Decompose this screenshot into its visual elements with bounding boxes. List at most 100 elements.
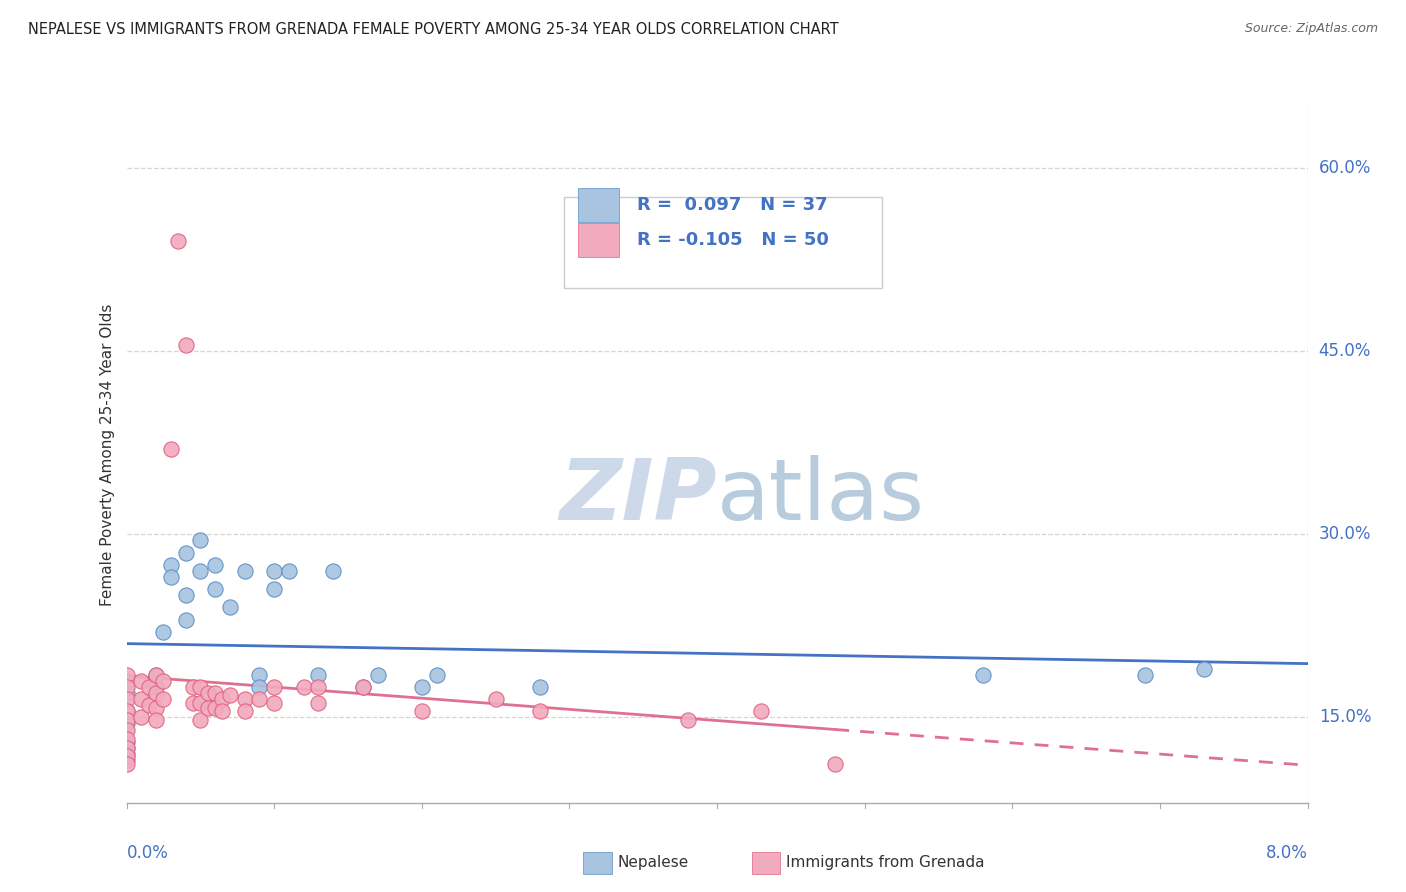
Point — [115, 740, 138, 755]
Point — [352, 680, 374, 694]
Text: Nepalese: Nepalese — [617, 855, 689, 870]
Point — [529, 680, 551, 694]
Point — [188, 564, 211, 578]
Point — [145, 686, 167, 700]
Point — [219, 600, 242, 615]
Point — [307, 667, 329, 681]
Text: R = -0.105   N = 50: R = -0.105 N = 50 — [637, 231, 828, 249]
Point — [115, 716, 138, 731]
Text: 60.0%: 60.0% — [1319, 159, 1371, 178]
Point — [115, 713, 138, 727]
Point — [115, 704, 138, 718]
Point — [152, 624, 174, 639]
Point — [233, 704, 256, 718]
Point — [247, 680, 270, 694]
Point — [115, 680, 138, 694]
Point — [115, 747, 138, 761]
Point — [145, 700, 167, 714]
Point — [138, 698, 160, 713]
Point — [115, 704, 138, 718]
Point — [160, 558, 183, 572]
Point — [115, 667, 138, 681]
Point — [181, 680, 204, 694]
Text: 15.0%: 15.0% — [1319, 708, 1371, 726]
Point — [676, 713, 699, 727]
Text: 30.0%: 30.0% — [1319, 525, 1371, 543]
Point — [197, 700, 219, 714]
Point — [263, 564, 285, 578]
Point — [263, 696, 285, 710]
Point — [188, 533, 211, 548]
Y-axis label: Female Poverty Among 25-34 Year Olds: Female Poverty Among 25-34 Year Olds — [100, 304, 115, 606]
Point — [204, 700, 226, 714]
Point — [366, 667, 388, 681]
Point — [115, 749, 138, 764]
Text: Immigrants from Grenada: Immigrants from Grenada — [786, 855, 984, 870]
Point — [233, 564, 256, 578]
Point — [352, 680, 374, 694]
Point — [115, 756, 138, 771]
Point — [263, 680, 285, 694]
Point — [129, 692, 153, 706]
Text: 8.0%: 8.0% — [1265, 845, 1308, 863]
Point — [219, 689, 242, 703]
Point — [425, 667, 447, 681]
Point — [233, 692, 256, 706]
Point — [152, 673, 174, 688]
Point — [167, 235, 190, 249]
Point — [204, 686, 226, 700]
Bar — [578, 222, 619, 257]
Point — [174, 338, 197, 352]
Point — [160, 442, 183, 456]
Point — [115, 723, 138, 737]
Point — [211, 692, 233, 706]
Point — [307, 680, 329, 694]
Point — [115, 753, 138, 767]
Point — [115, 735, 138, 749]
Point — [1192, 661, 1215, 675]
Text: 45.0%: 45.0% — [1319, 343, 1371, 360]
Point — [263, 582, 285, 597]
Point — [174, 613, 197, 627]
Point — [129, 710, 153, 724]
Point — [824, 756, 846, 771]
Point — [1135, 667, 1157, 681]
Point — [188, 680, 211, 694]
Point — [145, 667, 167, 681]
Point — [247, 692, 270, 706]
Point — [411, 680, 433, 694]
Point — [188, 713, 211, 727]
Point — [129, 673, 153, 688]
Point — [292, 680, 315, 694]
Point — [115, 673, 138, 688]
FancyBboxPatch shape — [564, 197, 883, 288]
Point — [411, 704, 433, 718]
Bar — [578, 187, 619, 222]
Text: ZIP: ZIP — [560, 455, 717, 538]
Point — [115, 686, 138, 700]
Point — [972, 667, 994, 681]
Point — [160, 570, 183, 584]
Point — [204, 558, 226, 572]
Point — [197, 686, 219, 700]
Point — [115, 692, 138, 706]
Text: 0.0%: 0.0% — [127, 845, 169, 863]
Text: R =  0.097   N = 37: R = 0.097 N = 37 — [637, 196, 827, 214]
Point — [115, 740, 138, 755]
Point — [204, 582, 226, 597]
Point — [278, 564, 301, 578]
Point — [188, 696, 211, 710]
Point — [145, 713, 167, 727]
Point — [751, 704, 773, 718]
Point — [145, 667, 167, 681]
Text: Source: ZipAtlas.com: Source: ZipAtlas.com — [1244, 22, 1378, 36]
Text: atlas: atlas — [717, 455, 925, 538]
Point — [307, 696, 329, 710]
Point — [138, 680, 160, 694]
Point — [115, 732, 138, 747]
Text: NEPALESE VS IMMIGRANTS FROM GRENADA FEMALE POVERTY AMONG 25-34 YEAR OLDS CORRELA: NEPALESE VS IMMIGRANTS FROM GRENADA FEMA… — [28, 22, 839, 37]
Point — [322, 564, 344, 578]
Point — [529, 704, 551, 718]
Point — [181, 696, 204, 710]
Point — [145, 680, 167, 694]
